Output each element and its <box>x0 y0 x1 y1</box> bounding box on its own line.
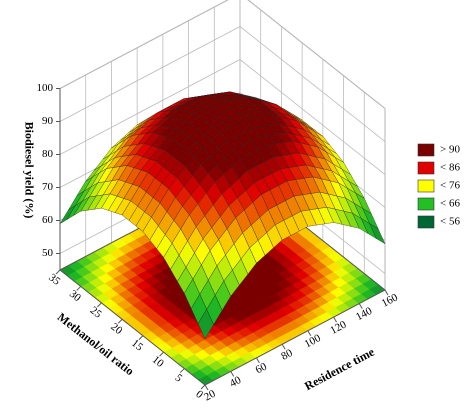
tick-mark <box>230 371 235 377</box>
tick-mark <box>97 302 102 308</box>
tick-mark <box>55 269 61 275</box>
y-tick-label: 20 <box>108 321 124 338</box>
legend-label: < 56 <box>440 216 460 228</box>
tick-mark <box>76 286 82 291</box>
legend-label: > 90 <box>440 144 460 156</box>
y-tick-label: 25 <box>88 304 104 321</box>
tick-mark <box>333 316 338 323</box>
z-tick-label: 100 <box>37 82 54 94</box>
tick-mark <box>281 344 286 350</box>
surface <box>59 91 386 340</box>
grid-line <box>59 0 386 109</box>
tick-mark <box>384 289 389 296</box>
x-axis-label: Residence time <box>302 344 377 393</box>
legend-swatch <box>417 179 435 193</box>
x-tick-label: 80 <box>279 347 295 363</box>
tick-mark <box>179 368 185 373</box>
z-tick-label: 80 <box>42 148 54 160</box>
tick-mark <box>358 303 363 309</box>
legend-label: < 66 <box>440 198 460 210</box>
tick-mark <box>204 384 209 391</box>
tick-mark <box>307 330 312 336</box>
legend-swatch <box>417 143 435 157</box>
y-tick-label: 10 <box>150 354 166 371</box>
z-tick-label: 70 <box>42 181 54 193</box>
x-tick-label: 60 <box>254 360 270 376</box>
y-tick-label: 5 <box>173 372 185 385</box>
legend-label: < 76 <box>440 180 460 192</box>
legend-swatch <box>417 215 435 229</box>
z-axis-label: Biodiesel yield (%) <box>22 122 36 219</box>
tick-mark <box>255 357 260 364</box>
z-tick-label: 90 <box>42 115 54 127</box>
z-tick-label: 60 <box>42 214 54 226</box>
tick-mark <box>138 335 144 341</box>
tick-mark <box>117 318 123 324</box>
legend-swatch <box>417 161 435 175</box>
y-tick-label: 35 <box>46 272 62 289</box>
y-tick-label: 30 <box>67 288 83 305</box>
tick-mark <box>159 351 164 357</box>
x-tick-label: 40 <box>228 374 244 390</box>
surface-cell <box>197 309 214 340</box>
legend-label: < 86 <box>440 162 460 174</box>
y-tick-label: 15 <box>129 337 145 354</box>
x-tick-label: 160 <box>380 291 401 310</box>
legend-swatch <box>417 197 435 211</box>
x-tick-label: 100 <box>303 332 324 351</box>
tick-mark <box>200 384 206 390</box>
z-tick-label: 50 <box>42 247 54 259</box>
x-tick-label: 120 <box>328 318 349 337</box>
x-tick-label: 140 <box>354 305 375 324</box>
